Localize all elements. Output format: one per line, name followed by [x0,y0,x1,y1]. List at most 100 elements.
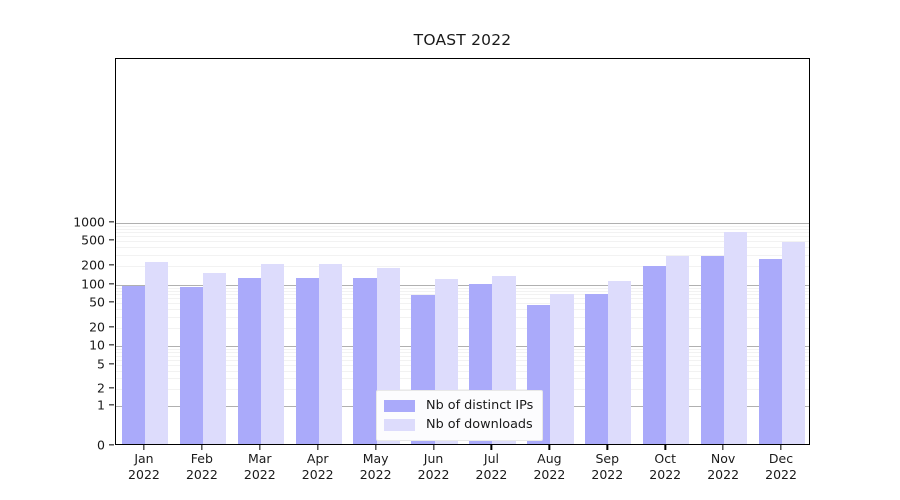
bar-distinct-ips [237,277,261,444]
x-tick-month: Oct [654,451,677,466]
x-tick-month: Nov [710,451,736,466]
x-tick-label: Jul 2022 [476,451,508,483]
x-tick-label: May 2022 [360,451,392,483]
y-tick-label: 5 [97,356,105,372]
y-tick-label: 50 [89,294,105,310]
bar-distinct-ips [121,286,145,444]
gridline-minor [116,328,809,329]
gridline-minor [116,241,809,242]
legend-swatch [384,399,415,412]
x-tick-year: 2022 [417,467,450,482]
gridline-minor [116,352,809,354]
gridline-minor [116,309,809,311]
x-tick-label: Mar 2022 [244,451,276,483]
x-tick-year: 2022 [475,467,508,482]
x-tick-label: Nov 2022 [707,451,739,483]
bar-downloads [144,262,169,444]
bar-distinct-ips [585,294,609,444]
bar-downloads [666,255,690,444]
y-tick-label: 1 [97,397,105,413]
x-tick-month: Jan [134,451,154,466]
y-tick-label: 0 [97,437,105,453]
bar-distinct-ips [758,259,783,444]
x-tick-month: Feb [190,451,213,466]
x-tick-label: Apr 2022 [302,451,334,483]
chart-title: TOAST 2022 [413,31,512,49]
legend-swatch [384,418,415,431]
gridline-minor [116,355,809,357]
x-tick-label: Feb 2022 [186,451,218,483]
x-tick-label: Jun 2022 [418,451,450,483]
x-tick-mark [664,445,666,450]
y-tick-mark [109,301,114,303]
legend-label: Nb of downloads [426,417,533,432]
x-tick-mark [143,445,145,450]
bar-downloads [260,264,284,444]
x-tick-mark [606,445,608,450]
y-tick-label: 20 [89,319,105,335]
y-tick-mark [109,239,114,241]
gridline-minor [116,360,809,361]
gridline-minor [116,254,809,256]
bar-downloads [550,294,574,444]
y-tick-mark [109,444,114,446]
bar-downloads [318,263,342,444]
y-tick-label: 1000 [73,214,105,230]
bar-downloads [724,232,748,444]
x-tick-year: 2022 [591,467,624,482]
x-tick-month: Jul [483,451,499,466]
x-tick-mark [780,445,782,450]
gridline-minor [116,236,809,238]
x-tick-label: Oct 2022 [649,451,681,483]
gridline-major [116,285,809,286]
x-tick-label: Sep 2022 [591,451,623,483]
x-tick-year: 2022 [359,467,392,482]
x-tick-mark [201,445,203,450]
x-tick-month: Sep [595,451,620,466]
x-tick-month: May [362,451,389,466]
bar-distinct-ips [295,278,319,444]
x-tick-month: Apr [306,451,329,466]
y-tick-label: 2 [97,380,105,396]
legend-item[interactable]: Nb of distinct IPs [384,396,533,415]
x-tick-year: 2022 [765,467,797,482]
y-tick-mark [109,264,114,266]
bar-distinct-ips [700,256,725,444]
x-tick-mark [548,445,551,450]
x-tick-month: Aug [537,451,562,466]
plot-area [115,58,810,445]
bar-downloads [782,241,806,444]
y-tick-mark [109,326,114,328]
x-tick-year: 2022 [533,467,566,482]
y-tick-mark [109,344,114,346]
y-tick-mark [109,221,114,223]
x-tick-year: 2022 [185,467,218,482]
x-tick-month: Dec [768,451,794,466]
gridline-minor [116,232,809,234]
gridline-minor [116,365,809,366]
y-tick-label: 10 [89,337,105,353]
gridline-minor [116,290,809,292]
legend-item[interactable]: Nb of downloads [384,415,533,434]
y-tick-mark [109,283,114,285]
gridline-minor [116,247,809,249]
y-tick-label: 100 [81,276,105,292]
bar-downloads [608,281,632,444]
y-tick-mark [109,404,114,406]
y-axis-tick-marks [109,0,115,500]
x-tick-mark [259,445,261,450]
legend-label: Nb of distinct IPs [426,398,534,413]
bar-distinct-ips [643,266,667,444]
gridline-minor [116,316,809,318]
x-tick-mark [432,445,435,450]
x-tick-year: 2022 [707,467,740,482]
x-tick-month: Jun [423,451,444,466]
gridline-minor [116,294,809,296]
x-tick-mark [722,445,724,450]
x-tick-month: Mar [247,451,272,466]
bar-downloads [202,273,227,444]
bar-distinct-ips [353,278,377,444]
gridline-minor [116,348,809,350]
gridline-minor [116,378,809,380]
x-tick-mark [490,445,493,450]
